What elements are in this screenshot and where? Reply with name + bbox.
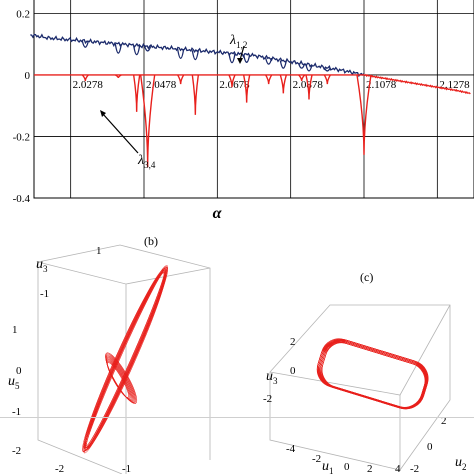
resonance-dips [81,40,372,168]
attractor-loop [321,340,429,409]
dip-lambda12 [323,67,331,72]
tick-label: 2 [441,415,447,427]
arrowhead [237,58,243,64]
y-tick-labels: -0.4 -0.2 0 0.2 [13,8,31,205]
attractor-loop [318,338,427,408]
dip-lambda12 [144,46,152,52]
attractor-loop [321,341,428,410]
tick-label: 2 [290,336,296,348]
tick-label: -2 [263,393,272,405]
x-tick-label: 2.0478 [146,79,177,91]
y-tick-label: -0.2 [13,131,30,143]
dip-lambda12 [305,64,313,72]
attractor-loop [85,266,168,451]
attractor-loop [321,339,429,409]
tick-label: 1 [12,324,18,336]
dip-lambda12 [265,57,273,65]
y-tick-label: -0.4 [13,193,31,205]
dip-lambda12 [114,43,122,54]
series-lambda34-line [34,73,471,95]
annotation-lambda34: λ3,4 [137,153,156,170]
y-tick-label: 0.2 [16,8,30,20]
attractor-loop [319,339,428,408]
box-wireframe [269,304,451,471]
panel-label-c: (c) [360,270,373,284]
arrowhead [100,110,106,117]
dip-lambda34 [132,74,141,112]
x-axis-title: α [213,205,223,222]
tick-label: -1 [122,463,131,474]
axis-label-u2: u2 [455,455,467,472]
tick-label: -1 [40,288,49,300]
attractor-b [82,265,169,454]
tick-label: -2 [12,445,21,457]
dip-lambda12 [81,40,89,48]
attractor-loop [316,341,426,409]
dip-lambda12 [191,50,199,61]
tick-label: 4 [395,463,401,474]
x-tick-label: 2.0278 [73,79,104,91]
annotation-arrow [239,45,245,61]
axis-label-u3: u3 [266,369,278,386]
dip-lambda34 [81,74,89,82]
dip-lambda12 [243,54,251,63]
attractor-loop [320,340,428,409]
dip-lambda34 [242,74,251,103]
tick-label: 2 [367,463,373,474]
tick-label: -2 [410,463,419,474]
separator-line [0,417,474,418]
dip-lambda34 [191,74,200,115]
dip-lambda34 [323,74,331,85]
panel-label-b: (b) [144,234,158,248]
tick-label: -2 [312,453,321,465]
attractor-loop [319,340,428,409]
panel-c-3d-plot: (c) 2 0 -2 -4 -2 0 2 4 2 0 -2 u3 u1 u2 [263,270,467,474]
y-tick-label: 0 [25,70,31,82]
dip-lambda34 [177,74,185,85]
attractor-loop [320,339,428,409]
panel-a-chart: -0.4-0.200.2 2.0278 2.0478 2.0678 2.0878 2.1… [13,0,474,222]
dip-lambda34 [298,74,306,82]
attractor-loop [105,352,138,404]
attractor-loop [83,266,169,454]
annotation-arrow [102,113,139,154]
annotation-lambda12: λ1,2 [229,33,247,50]
axis-label-u1: u1 [322,459,334,474]
tick-label: 0 [290,365,296,377]
box-wireframe [37,244,211,474]
panel-b-3d-plot: (b) 1 -1 1 0 -1 -2 -2 -1 u3 u5 [8,234,211,474]
x-tick-labels: 2.0278 2.0478 2.0678 2.0878 2.1078 2.1278 [73,79,470,91]
dip-lambda12 [133,45,141,56]
dip-lambda34 [279,74,288,94]
grid [34,0,474,199]
tick-label: -1 [12,406,21,418]
x-tick-label: 2.0678 [219,79,250,91]
attractor-loop [83,272,165,449]
dip-lambda12 [228,53,236,64]
axis-label-u3: u3 [36,257,48,274]
tick-label: 1 [96,245,102,257]
dip-lambda34 [356,74,372,155]
dip-lambda34 [114,74,122,79]
dip-lambda12 [279,60,287,69]
axis-label-u5: u5 [8,374,20,391]
attractor-c [316,338,429,410]
tick-label: -2 [55,463,64,474]
tick-label: 0 [344,461,350,473]
attractor-loop [318,339,427,409]
tick-label: -4 [286,443,296,455]
dip-lambda12 [177,48,185,59]
plot-frame [33,0,474,199]
series-lambda12-line [30,33,365,78]
x-tick-label: 2.1078 [366,79,397,91]
tick-label: 0 [16,365,22,377]
dip-lambda34 [265,74,273,85]
dip-lambda12 [298,63,306,69]
tick-label: 0 [427,441,433,453]
